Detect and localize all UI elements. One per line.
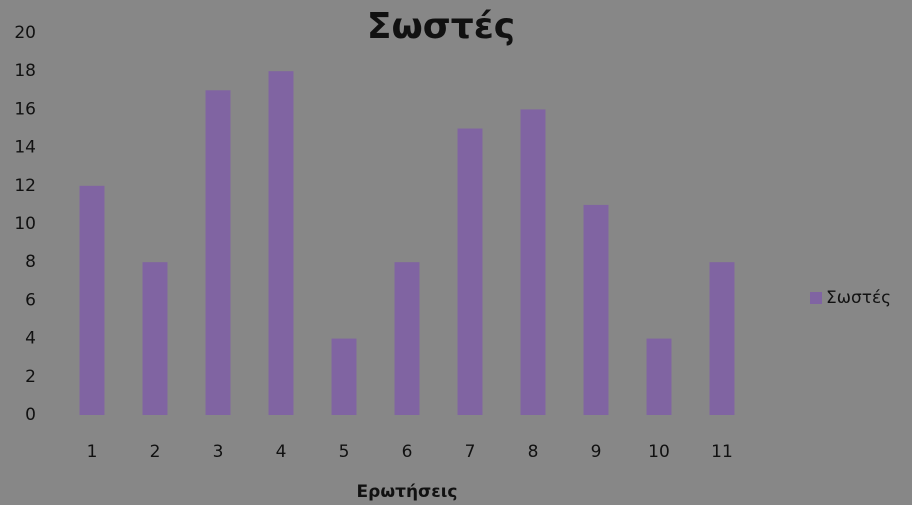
- y-tick-label: 6: [25, 290, 36, 310]
- x-tick-label: 2: [150, 442, 161, 462]
- bar: [142, 262, 168, 415]
- bar: [457, 128, 483, 415]
- x-tick-label: 5: [339, 442, 350, 462]
- x-axis-title: Ερωτήσεις: [357, 482, 458, 502]
- bar: [583, 204, 609, 415]
- bar: [268, 71, 294, 415]
- x-tick-label: 10: [648, 442, 670, 462]
- y-tick-label: 2: [25, 367, 36, 387]
- x-tick-label: 1: [87, 442, 98, 462]
- x-tick-label: 6: [402, 442, 413, 462]
- x-tick-label: 8: [528, 442, 539, 462]
- bar: [79, 185, 105, 415]
- y-tick-label: 20: [14, 23, 36, 43]
- y-tick-label: 10: [14, 214, 36, 234]
- x-tick-label: 7: [465, 442, 476, 462]
- bar: [646, 338, 672, 415]
- x-tick-label: 3: [213, 442, 224, 462]
- bar: [205, 90, 231, 416]
- x-tick-label: 4: [276, 442, 287, 462]
- bar: [709, 262, 735, 415]
- legend-swatch: [810, 292, 822, 304]
- y-tick-label: 8: [25, 252, 36, 272]
- y-tick-label: 4: [25, 329, 36, 349]
- x-tick-label: 11: [711, 442, 733, 462]
- chart-title: Σωστές: [367, 6, 515, 47]
- x-tick-label: 9: [591, 442, 602, 462]
- y-tick-label: 14: [14, 138, 36, 158]
- legend-label: Σωστές: [826, 288, 891, 308]
- bar: [394, 262, 420, 415]
- bar: [331, 338, 357, 415]
- y-tick-label: 0: [25, 405, 36, 425]
- bar: [520, 109, 546, 416]
- y-tick-label: 16: [14, 99, 36, 119]
- y-tick-label: 12: [14, 176, 36, 196]
- y-tick-label: 18: [14, 61, 36, 81]
